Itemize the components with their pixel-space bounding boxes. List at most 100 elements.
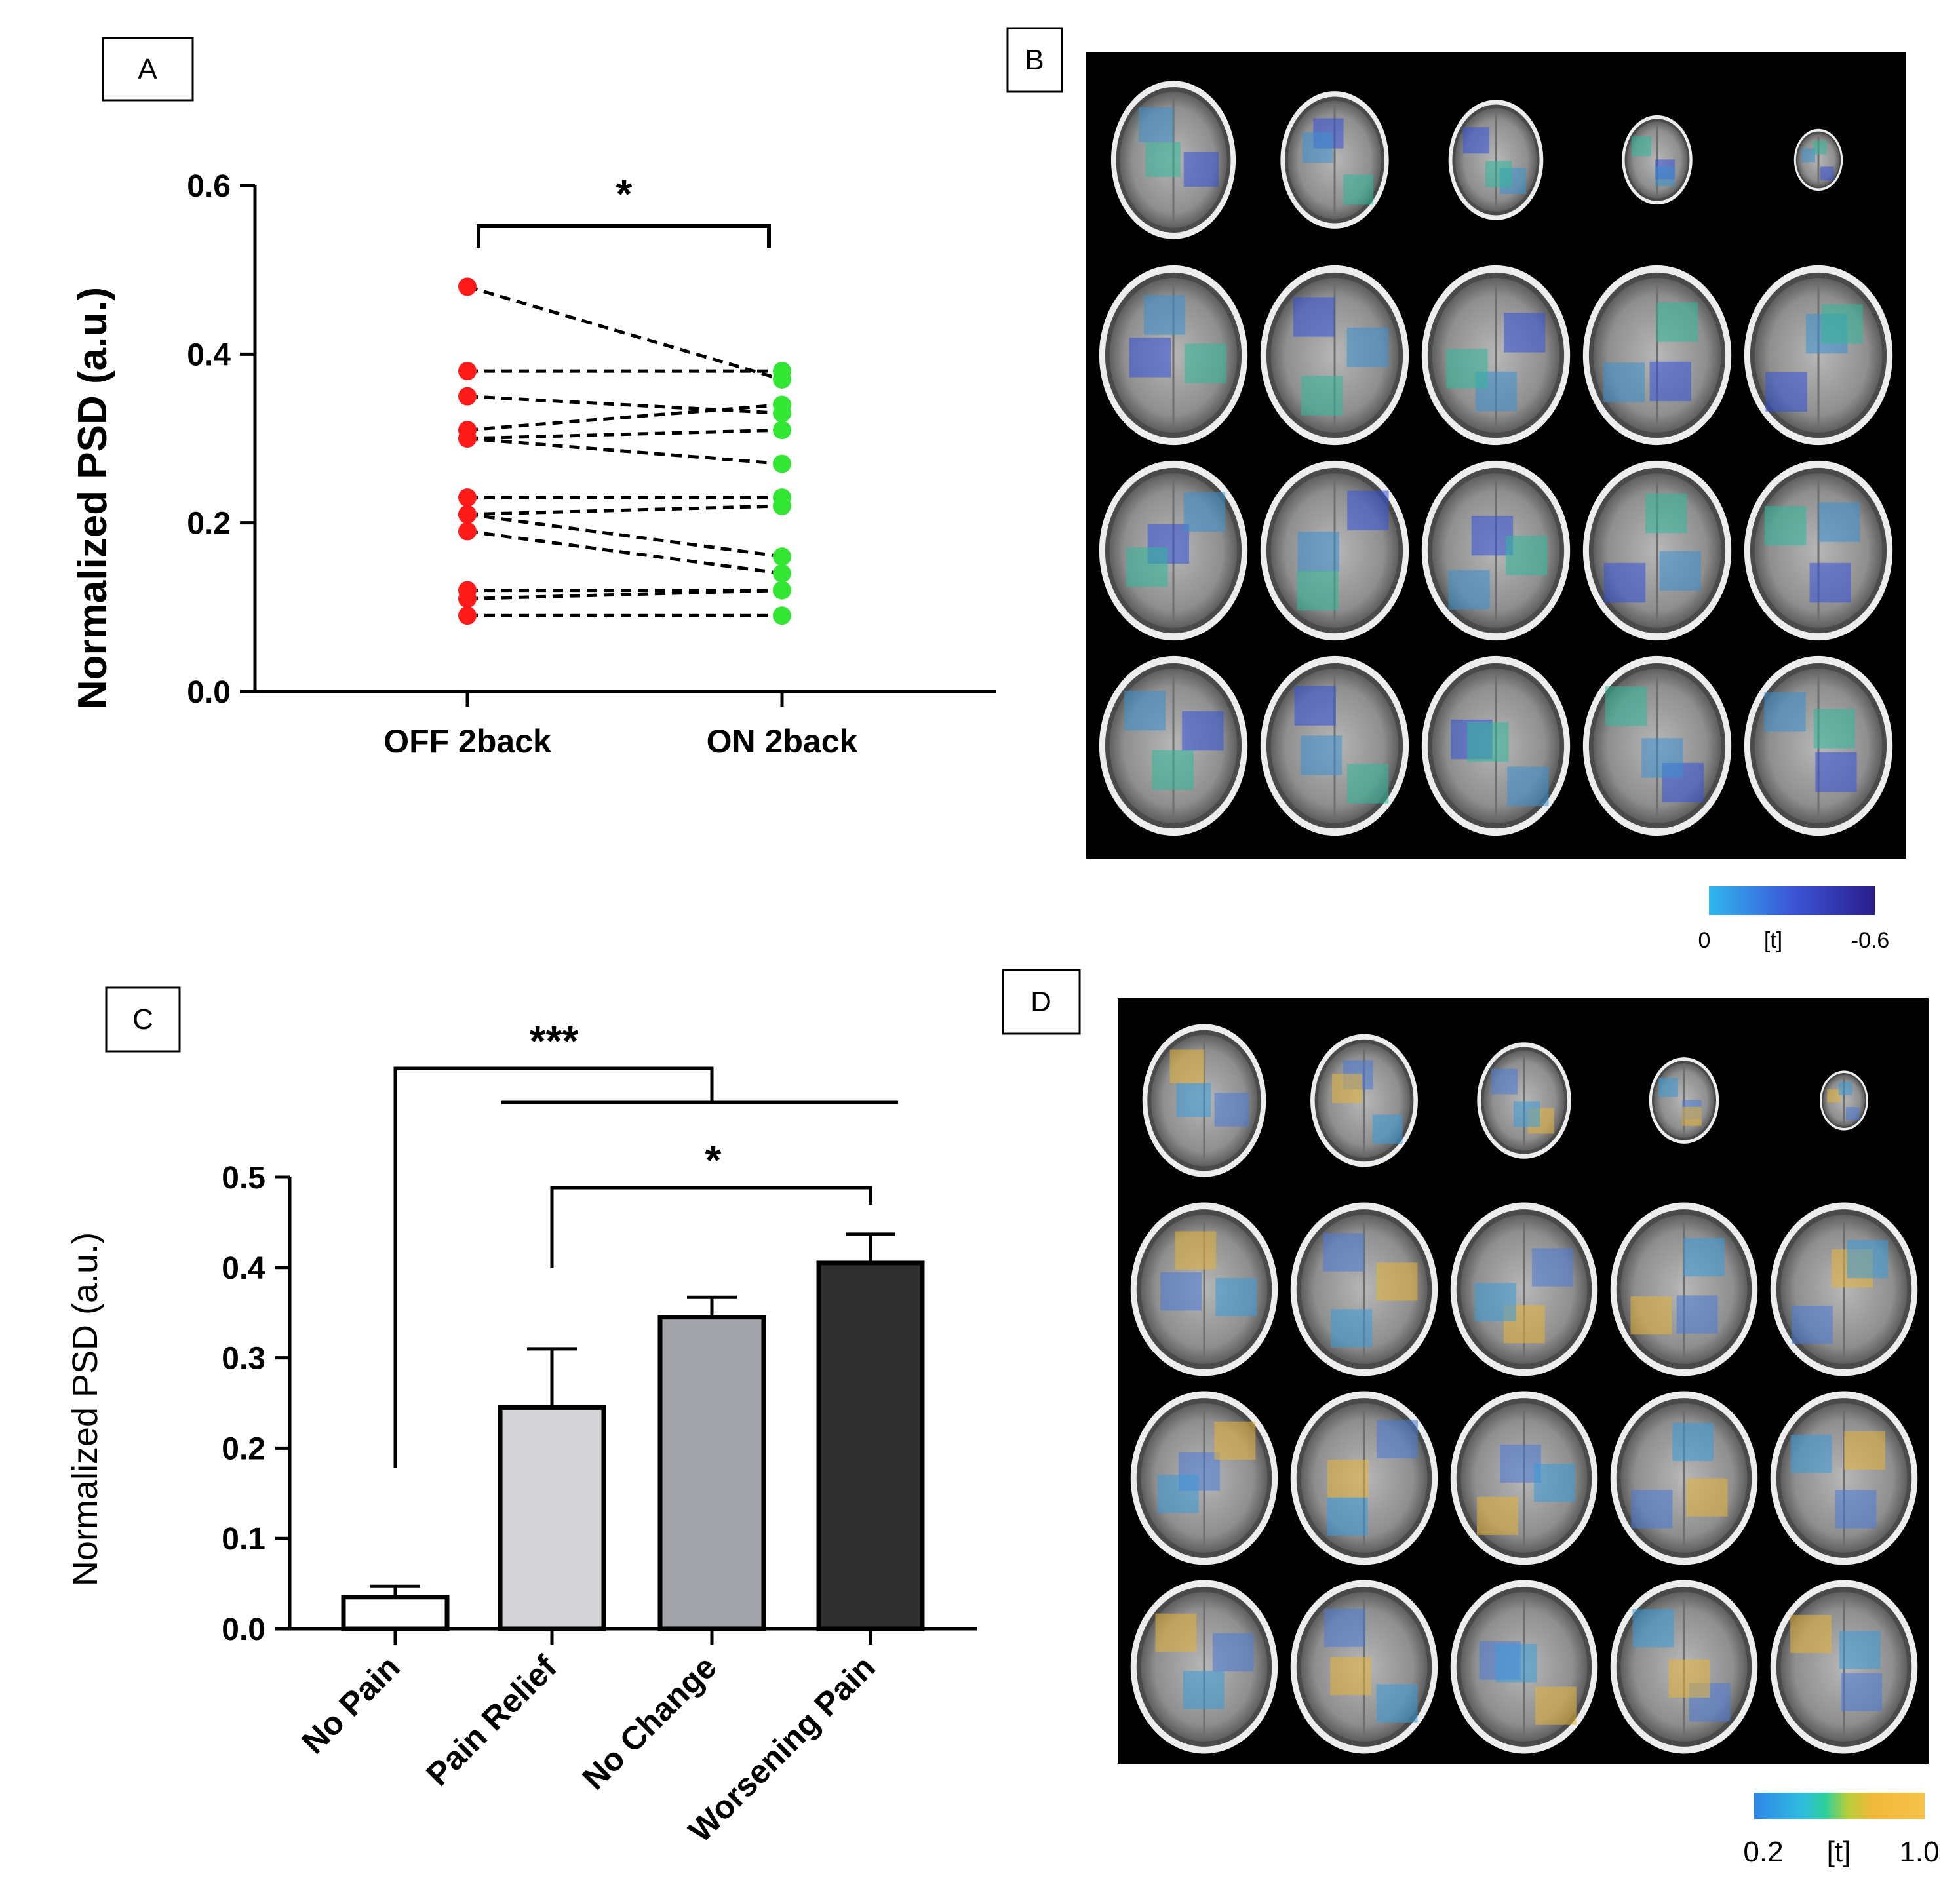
panel-c-y-tick-label: 0.4: [222, 1251, 265, 1286]
panel-d-slice: [1450, 1202, 1598, 1376]
panel-b-slice: [1110, 81, 1236, 239]
panel-c-x-label: No Change: [576, 1648, 724, 1797]
panel-b: B 0 [t] -0.6: [1006, 27, 1906, 953]
panel-b-slice: [1448, 100, 1544, 220]
panel-d-label-box: [1002, 969, 1081, 1035]
panel-a-point-off: [458, 589, 477, 608]
panel-d-slice: [1649, 1057, 1719, 1144]
panel-a-point-on: [773, 496, 791, 515]
panel-b-colorbar-unit: [t]: [1764, 928, 1782, 953]
panel-d-slice: [1477, 1042, 1571, 1159]
panel-c-y-tick-label: 0.1: [222, 1522, 265, 1557]
panel-b-slice: [1421, 655, 1571, 836]
panel-a-point-off: [458, 277, 477, 296]
panel-c: C Normalized PSD (a.u.) 0.00.10.20.30.40…: [66, 986, 977, 1849]
panel-a-paired-line: [467, 428, 783, 440]
panel-a-point-off: [458, 429, 477, 448]
panel-c-bars: [341, 1232, 925, 1645]
panel-b-colorbar-min: 0: [1698, 928, 1711, 953]
panel-d-slice: [1770, 1202, 1918, 1376]
panel-a-paired-lines: [467, 285, 783, 617]
panel-d-slice: [1770, 1391, 1918, 1565]
panel-c-y-tick-label: 0.3: [222, 1342, 265, 1376]
panel-c-bar: [657, 1315, 766, 1631]
panel-a-point-on: [773, 395, 791, 414]
panel-a-point-on: [773, 547, 791, 566]
panel-b-slice: [1582, 460, 1732, 641]
panel-c-y-tick-label: 0.2: [222, 1431, 265, 1466]
panel-a-paired-line: [467, 395, 783, 415]
panel-b-slice: [1099, 655, 1248, 836]
panel-a-point-off: [458, 505, 477, 524]
panel-d-slice: [1130, 1202, 1278, 1376]
panel-a-point-off: [458, 387, 477, 406]
panel-c-bar: [498, 1405, 606, 1631]
panel-b-slice: [1744, 460, 1893, 641]
panel-b-brain-slices: [1099, 81, 1893, 836]
panel-b-label: B: [1025, 44, 1044, 76]
panel-c-x-label: No Pain: [295, 1648, 407, 1761]
panel-d-colorbar-unit: [t]: [1827, 1836, 1851, 1868]
panel-d-slice: [1142, 1024, 1266, 1177]
panel-d-slice: [1130, 1580, 1278, 1754]
panel-a-paired-line: [467, 437, 783, 466]
panel-c-y-axis-title: Normalized PSD (a.u.): [66, 1232, 105, 1586]
panel-c-y-axis: 0.0 0.1 0.2 0.3 0.4 0.5: [222, 1161, 292, 1647]
panel-a-point-off: [458, 522, 477, 541]
panel-a-paired-line: [467, 403, 783, 432]
panel-b-slice: [1099, 265, 1248, 446]
panel-c-label: C: [132, 1003, 153, 1036]
panel-d-colorbar-max: 1.0: [1899, 1836, 1939, 1868]
panel-a-point-on: [773, 421, 791, 440]
panel-b-colorbar: [1709, 886, 1875, 915]
panel-b-slice: [1260, 655, 1409, 836]
panel-c-x-label: Pain Relief: [419, 1648, 564, 1793]
panel-d-slice: [1450, 1580, 1598, 1754]
panel-b-slice: [1793, 128, 1843, 191]
panel-d: D 0.2 [t] 1.0: [1002, 969, 1940, 1868]
panel-a-point-on: [773, 362, 791, 381]
panel-a-y-tick-label: 0.6: [187, 169, 231, 204]
panel-a-x-label-off: OFF 2back: [383, 723, 551, 760]
panel-a-points: [458, 277, 791, 625]
panel-b-slice: [1421, 265, 1571, 446]
panel-a-paired-line: [467, 513, 783, 558]
panel-b-slice: [1280, 91, 1389, 229]
panel-c-significance-bracket-inner: [550, 1186, 872, 1268]
panel-b-slice: [1421, 460, 1571, 641]
panel-d-slice: [1820, 1070, 1868, 1131]
panel-c-bar: [341, 1595, 450, 1631]
panel-a-label-box: [102, 37, 194, 102]
panel-d-colorbar-min: 0.2: [1743, 1836, 1783, 1868]
panel-a-point-off: [458, 488, 477, 507]
panel-a-paired-line: [467, 504, 783, 516]
panel-d-slice: [1450, 1391, 1598, 1565]
panel-d-slice: [1290, 1391, 1438, 1565]
panel-c-y-tick-label: 0.0: [222, 1612, 265, 1647]
panel-d-slice: [1130, 1391, 1278, 1565]
panel-a-y-axis-title: Normalized PSD (a.u.): [70, 287, 115, 709]
panel-a-paired-line: [467, 589, 783, 600]
panel-a-y-tick-label: 0.0: [187, 675, 231, 710]
panel-a: A Normalized PSD (a.u.) 0.0 0.2 0.4 0.6 OFF…: [70, 37, 996, 760]
panel-d-colorbar: [1754, 1793, 1925, 1819]
panel-c-significance-bracket-outer: [393, 1066, 714, 1468]
panel-d-slice: [1610, 1202, 1758, 1376]
panel-b-slice: [1622, 115, 1693, 205]
panel-d-brain-slices: [1130, 1024, 1918, 1754]
panel-b-colorbar-max: -0.6: [1851, 928, 1890, 953]
panel-a-point-on: [773, 581, 791, 600]
panel-c-bar: [816, 1260, 925, 1631]
panel-a-paired-line: [467, 530, 783, 575]
panel-a-paired-line: [467, 285, 783, 381]
panel-d-slice: [1310, 1034, 1418, 1167]
panel-c-significance-three-star: ***: [530, 1017, 579, 1064]
panel-d-slice: [1290, 1202, 1438, 1376]
panel-b-label-box: [1006, 27, 1063, 93]
panel-b-slice: [1582, 265, 1732, 446]
panel-c-y-tick-label: 0.5: [222, 1161, 265, 1196]
panel-b-slice: [1744, 265, 1893, 446]
panel-a-point-on: [773, 606, 791, 625]
